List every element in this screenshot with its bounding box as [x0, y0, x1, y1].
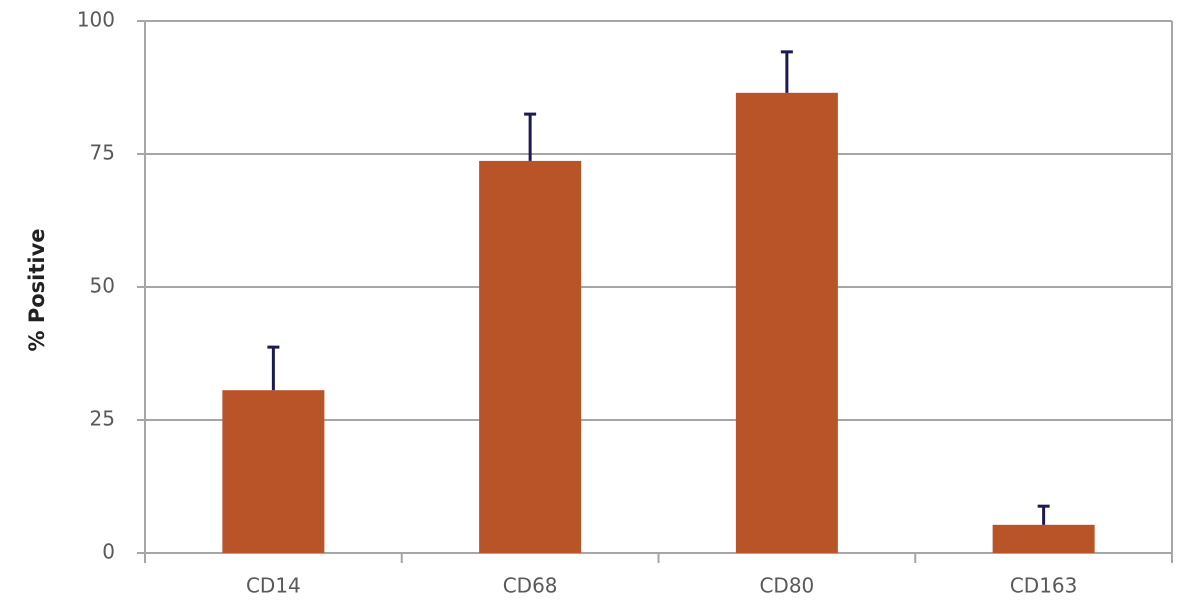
x-tick-label: CD68: [503, 574, 558, 598]
error-bar: [1037, 504, 1050, 525]
y-tick-label: 50: [90, 274, 115, 298]
bar: [479, 160, 582, 553]
y-tick-label: 0: [102, 540, 115, 564]
bar: [222, 390, 325, 553]
error-bar: [780, 50, 793, 93]
bar: [992, 524, 1095, 553]
error-bar: [524, 112, 537, 161]
y-tick-label: 25: [90, 407, 115, 431]
bar: [735, 92, 838, 553]
y-tick-label: 75: [90, 141, 115, 165]
y-tick-label: 100: [77, 8, 115, 32]
y-axis-title: % Positive: [25, 228, 49, 351]
x-tick-label: CD80: [759, 574, 814, 598]
x-tick-label: CD14: [246, 574, 301, 598]
x-tick-label: CD163: [1010, 574, 1078, 598]
error-bar: [267, 345, 280, 391]
